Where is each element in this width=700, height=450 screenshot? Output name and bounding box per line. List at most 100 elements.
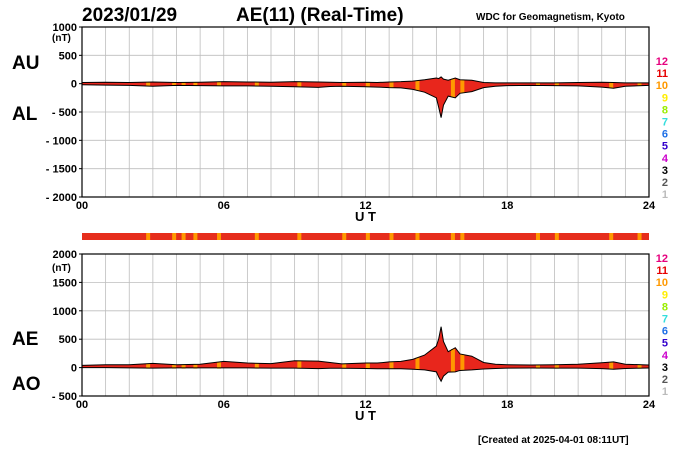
au-al-x-tick-label: 12 (359, 200, 371, 212)
au-al-station-mark (637, 82, 642, 86)
station-availability-bar (82, 233, 649, 240)
legend-station-1: 1 (662, 386, 668, 398)
au-al-station-mark (217, 81, 222, 86)
ae-ao-station-marks (146, 349, 642, 372)
station-bar-mark (146, 233, 151, 240)
au-al-y-tick-label: - 500 (52, 107, 77, 119)
au-al-y-tick-label: - 2000 (46, 192, 77, 204)
legend-station-6: 6 (662, 326, 668, 338)
ae-ao-x-tick-label: 00 (76, 399, 88, 411)
au-al-station-mark (535, 82, 540, 86)
station-bar-mark (609, 233, 614, 240)
au-al-al-line (81, 84, 650, 118)
au-al-station-mark (460, 79, 465, 93)
au-al-station-mark (342, 82, 347, 87)
legend-station-12: 12 (656, 253, 668, 265)
ae-ao-station-mark (297, 360, 302, 369)
ae-ao-station-mark (181, 364, 186, 369)
au-al-y-tick-label: 0 (71, 79, 77, 91)
au-al-area (82, 76, 649, 118)
ae-ao-x-ticks: 00 06 12 18 24 (76, 399, 656, 411)
ae-ao-y-ticks: 2000 1500 1000 500 0 - 500 (52, 249, 82, 403)
station-bar-mark (460, 233, 465, 240)
legend-station-5: 5 (662, 141, 668, 153)
ae-ao-trace (81, 326, 650, 383)
ae-label: AE (12, 329, 38, 350)
ae-ao-y-tick-label: 1500 (53, 277, 77, 289)
legend-station-3: 3 (662, 362, 668, 374)
ae-ao-x-tick-label: 12 (359, 399, 371, 411)
legend-station-3: 3 (662, 165, 668, 177)
station-bar-mark (554, 233, 559, 240)
au-al-station-mark (554, 82, 559, 86)
chart-date: 2023/01/29 (82, 5, 177, 26)
al-label: AL (12, 104, 38, 125)
station-bar-mark (254, 233, 259, 240)
au-al-trace (81, 76, 650, 118)
ae-ao-panel: 2000 1500 1000 500 0 - 500 00 06 12 18 24 (nT) AE… (12, 249, 656, 423)
ae-ao-station-mark (193, 364, 198, 369)
legend-station-2: 2 (662, 177, 668, 189)
legend-station-10: 10 (656, 277, 668, 289)
au-al-y-tick-label: 500 (59, 50, 77, 62)
au-al-station-mark (365, 82, 370, 87)
au-al-station-mark (146, 82, 151, 87)
legend-station-7: 7 (662, 117, 668, 129)
ae-ao-x-tick-label: 06 (218, 399, 230, 411)
legend-station-6: 6 (662, 129, 668, 141)
au-al-x-tick-label: 06 (218, 200, 230, 212)
ae-ao-station-mark (172, 364, 177, 369)
station-bar-mark (297, 233, 302, 240)
station-bar-mark (389, 233, 394, 240)
ae-ao-station-mark (365, 363, 370, 369)
au-al-x-tick-label: 00 (76, 200, 88, 212)
legend-station-11: 11 (656, 265, 668, 277)
ae-ao-station-mark (415, 357, 420, 370)
ae-ao-y-tick-label: 2000 (53, 249, 77, 261)
created-timestamp: [Created at 2025-04-01 08:11UT] (478, 435, 629, 446)
ae-ao-station-mark (217, 361, 222, 369)
station-bar-base (82, 233, 649, 240)
legend-station-8: 8 (662, 301, 668, 313)
au-al-y-tick-label: - 1000 (46, 135, 77, 147)
au-al-station-mark (389, 81, 394, 88)
au-al-y-ticks: 1000 500 0 - 500 - 1000 - 1500 - 2000 (46, 22, 82, 204)
legend-station-4: 4 (662, 153, 669, 165)
chart-title: AE(11) (Real-Time) (236, 5, 404, 26)
ae-ao-station-mark (389, 361, 394, 369)
legend-station-9: 9 (662, 289, 668, 301)
ae-ao-ao-line (82, 367, 650, 383)
ae-ao-station-mark (342, 363, 347, 369)
station-bar-mark (181, 233, 186, 240)
legend-station-10: 10 (656, 80, 668, 92)
ae-ao-station-mark (554, 364, 559, 369)
ae-ao-x-axis-label: U T (355, 408, 376, 423)
ae-ao-station-mark (254, 363, 259, 369)
au-al-station-mark (450, 78, 455, 98)
au-al-y-unit: (nT) (52, 33, 71, 44)
au-al-x-axis-label: U T (355, 209, 376, 224)
ae-ao-ae-line (81, 326, 650, 366)
au-al-panel: 1000 500 0 - 500 - 1000 - 1500 - 2000 00 06 12 18… (12, 22, 656, 224)
legend-station-2: 2 (662, 374, 668, 386)
ae-ao-frame (81, 253, 650, 397)
ae-ao-y-tick-label: 0 (71, 363, 77, 375)
ae-ao-x-tick-label: 24 (643, 399, 656, 411)
ae-ao-y-tick-label: 1000 (53, 306, 77, 318)
station-bar-mark (365, 233, 370, 240)
au-al-station-mark (297, 81, 302, 87)
legend-station-11: 11 (656, 68, 668, 80)
ae-ao-x-tick-label: 18 (501, 399, 513, 411)
legend-station-4: 4 (662, 350, 669, 362)
station-bar-mark (342, 233, 347, 240)
au-label: AU (12, 53, 39, 74)
ae-ao-y-tick-label: 500 (59, 334, 77, 346)
station-bar-mark (450, 233, 455, 240)
au-al-grid (82, 27, 649, 197)
legend-station-5: 5 (662, 338, 668, 350)
ae-ao-station-mark (450, 349, 455, 372)
station-bar-mark (217, 233, 222, 240)
legend-station-8: 8 (662, 104, 668, 116)
ae-ao-y-unit: (nT) (52, 263, 71, 274)
au-al-au-line (81, 76, 649, 84)
